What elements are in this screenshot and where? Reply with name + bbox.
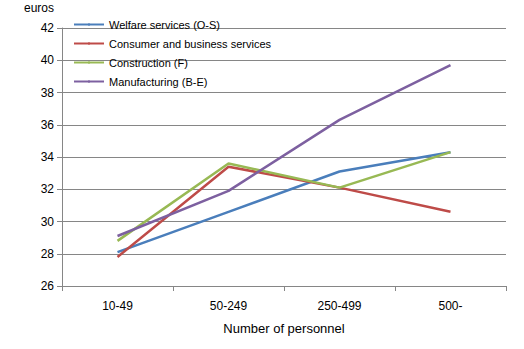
svg-text:Construction (F): Construction (F) xyxy=(109,57,188,69)
svg-text:euros: euros xyxy=(24,1,54,15)
svg-text:Welfare services (O-S): Welfare services (O-S) xyxy=(109,19,220,31)
svg-text:34: 34 xyxy=(41,150,55,164)
svg-text:32: 32 xyxy=(41,182,55,196)
svg-text:42: 42 xyxy=(41,21,55,35)
svg-text:36: 36 xyxy=(41,118,55,132)
svg-text:50-249: 50-249 xyxy=(210,299,248,313)
svg-text:500-: 500- xyxy=(438,299,462,313)
svg-text:Manufacturing (B-E): Manufacturing (B-E) xyxy=(109,76,207,88)
svg-text:26: 26 xyxy=(41,279,55,293)
svg-text:38: 38 xyxy=(41,86,55,100)
svg-text:40: 40 xyxy=(41,53,55,67)
svg-text:Consumer and business services: Consumer and business services xyxy=(109,38,272,50)
svg-text:28: 28 xyxy=(41,247,55,261)
svg-text:30: 30 xyxy=(41,215,55,229)
svg-text:250-499: 250-499 xyxy=(317,299,361,313)
svg-text:Number of personnel: Number of personnel xyxy=(223,321,345,336)
svg-text:10-49: 10-49 xyxy=(102,299,133,313)
